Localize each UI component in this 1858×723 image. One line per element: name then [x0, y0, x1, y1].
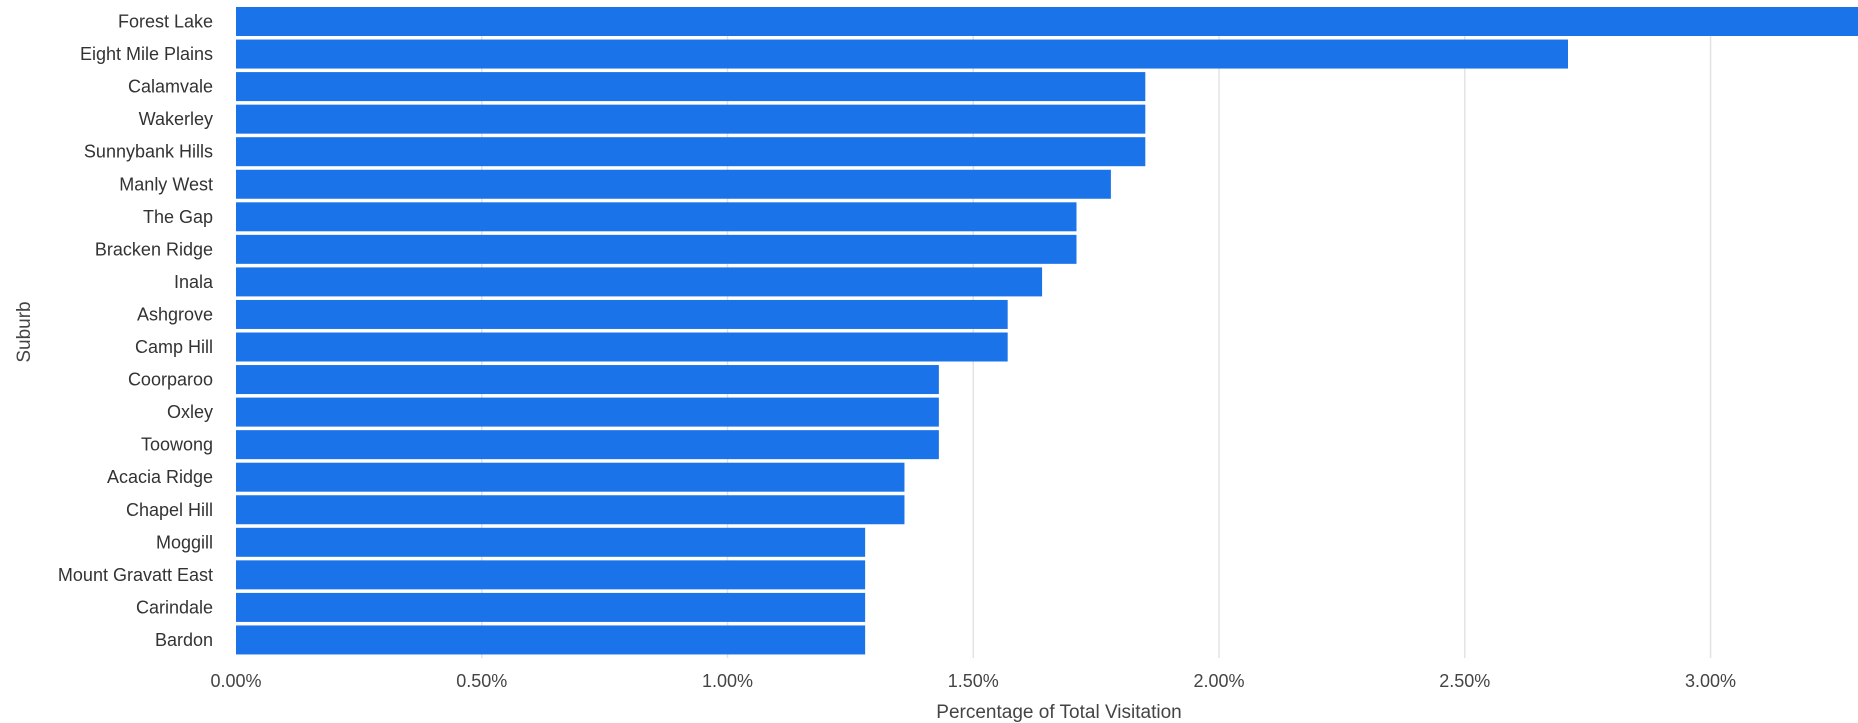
category-label: Acacia Ridge [107, 467, 213, 487]
x-axis-title: Percentage of Total Visitation [936, 702, 1181, 723]
bar [236, 39, 1569, 69]
bar [236, 7, 1858, 36]
category-label: Wakerley [139, 109, 213, 129]
bar [236, 365, 939, 395]
bar [236, 72, 1146, 102]
bars [236, 7, 1858, 655]
bar [236, 397, 939, 427]
category-label: Bardon [155, 630, 213, 650]
category-labels: Forest Lake Eight Mile Plains Calamvale Wak… [58, 12, 214, 650]
bar [236, 332, 1008, 362]
bar [236, 137, 1146, 167]
bar [236, 234, 1077, 264]
x-tick-label: 1.00% [702, 671, 753, 691]
bar [236, 495, 905, 525]
category-label: Carindale [136, 597, 213, 617]
category-label: Sunnybank Hills [84, 142, 213, 162]
bar [236, 462, 905, 492]
category-label: Forest Lake [118, 12, 213, 32]
category-label: Chapel Hill [126, 500, 213, 520]
bar [236, 267, 1043, 297]
category-label: Coorparoo [128, 370, 213, 390]
category-label: Eight Mile Plains [80, 44, 213, 64]
category-label: Calamvale [128, 77, 213, 97]
category-label: Toowong [141, 435, 213, 455]
bar [236, 560, 866, 590]
x-tick-labels: 0.00% 0.50% 1.00% 1.50% 2.00% 2.50% 3.00% [210, 671, 1736, 691]
category-label: Oxley [167, 402, 213, 422]
x-tick-label: 0.50% [456, 671, 507, 691]
category-label: Inala [174, 272, 214, 292]
category-label: The Gap [143, 207, 213, 227]
bar [236, 527, 866, 557]
category-label: Camp Hill [135, 337, 213, 357]
category-label: Moggill [156, 532, 213, 552]
bar [236, 169, 1111, 199]
x-tick-label: 0.00% [210, 671, 261, 691]
category-label: Mount Gravatt East [58, 565, 213, 585]
x-tick-label: 1.50% [948, 671, 999, 691]
x-tick-label: 2.50% [1439, 671, 1490, 691]
y-axis-title: Suburb [14, 301, 35, 362]
bar [236, 625, 866, 655]
bar [236, 430, 939, 460]
x-tick-label: 2.00% [1194, 671, 1245, 691]
bar [236, 202, 1077, 232]
bar [236, 104, 1146, 134]
bar [236, 592, 866, 622]
category-label: Manly West [119, 174, 213, 194]
x-tick-label: 3.00% [1685, 671, 1736, 691]
bar [236, 299, 1008, 329]
category-label: Bracken Ridge [95, 239, 213, 259]
category-label: Ashgrove [137, 304, 213, 324]
